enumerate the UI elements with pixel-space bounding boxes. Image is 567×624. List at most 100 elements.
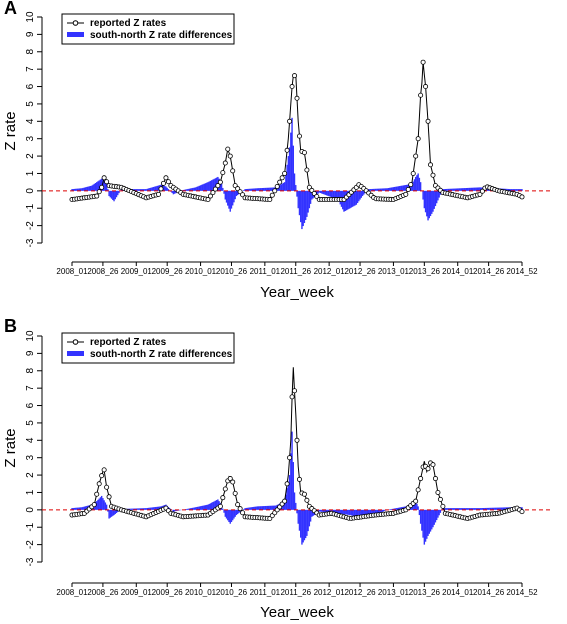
x-tick-label: 2013_01 — [378, 588, 410, 597]
difference-bar — [194, 187, 197, 191]
reported-z-point — [272, 188, 278, 194]
difference-bar — [497, 507, 500, 510]
difference-bar — [506, 188, 508, 191]
difference-bar — [463, 188, 465, 191]
difference-bar — [298, 509, 301, 531]
difference-bar — [348, 509, 350, 515]
difference-bar — [457, 188, 459, 191]
difference-bar — [453, 508, 455, 510]
difference-bar — [465, 188, 468, 191]
difference-bar — [318, 190, 320, 193]
difference-bar — [281, 183, 283, 191]
legend-bar-swatch — [67, 351, 84, 356]
reported-z-point — [212, 186, 218, 192]
difference-bar — [270, 505, 272, 510]
difference-bar — [393, 186, 396, 191]
difference-bar — [324, 190, 327, 195]
difference-bar — [155, 186, 157, 191]
reported-z-point — [519, 509, 525, 515]
difference-bar — [98, 498, 100, 510]
difference-bar — [107, 189, 109, 191]
difference-bar — [140, 189, 142, 191]
difference-bar — [329, 190, 332, 197]
difference-bar — [412, 503, 414, 510]
legend-entry-reported: reported Z rates — [90, 18, 167, 29]
difference-bar — [490, 507, 492, 510]
y-tick-label: -2 — [25, 221, 36, 230]
difference-bar — [382, 188, 385, 191]
difference-bar — [208, 181, 210, 191]
difference-bar — [171, 509, 173, 511]
difference-bar — [282, 182, 285, 191]
difference-bar — [307, 509, 309, 532]
difference-bar — [189, 508, 192, 510]
difference-bar — [475, 187, 477, 191]
difference-bar — [193, 187, 196, 191]
difference-bar — [245, 507, 248, 510]
difference-bar — [113, 190, 115, 202]
difference-bar — [376, 509, 379, 515]
difference-bar — [162, 185, 165, 191]
x-tick-label: 2012_01 — [314, 267, 346, 276]
difference-bar — [143, 189, 145, 191]
panel-label: A — [4, 0, 17, 18]
difference-bar — [213, 178, 215, 191]
difference-bar — [255, 188, 257, 191]
difference-bar — [192, 507, 194, 510]
difference-bar — [453, 188, 455, 191]
difference-bar — [135, 189, 137, 191]
difference-bar — [234, 509, 236, 517]
reported-z-point — [205, 197, 211, 203]
difference-bar — [458, 188, 460, 191]
difference-bar — [222, 508, 224, 510]
difference-bar — [306, 509, 308, 536]
difference-bar — [403, 185, 406, 191]
difference-bar — [72, 188, 74, 191]
difference-bar — [250, 188, 252, 191]
x-tick-label: 2012_01 — [314, 588, 346, 597]
difference-bar — [259, 188, 261, 191]
difference-bar — [361, 509, 364, 519]
difference-bar — [427, 509, 429, 536]
difference-bar — [293, 173, 296, 191]
difference-bar — [251, 188, 254, 191]
difference-bar — [379, 509, 381, 513]
difference-bar — [381, 188, 384, 191]
difference-bar — [143, 508, 145, 510]
difference-bar — [303, 190, 306, 224]
y-tick-label: 1 — [25, 170, 36, 176]
difference-bar — [515, 189, 517, 191]
difference-bar — [328, 190, 330, 197]
difference-bar — [210, 180, 213, 191]
difference-bar — [198, 185, 201, 191]
difference-bar — [290, 453, 292, 510]
difference-bar — [172, 509, 175, 512]
difference-bar — [471, 508, 474, 510]
x-tick-label: 2011_26 — [280, 267, 311, 276]
difference-bar — [358, 190, 360, 202]
reported-z-point — [437, 496, 443, 502]
difference-bar — [84, 506, 87, 510]
difference-bar — [486, 507, 489, 510]
legend-entry-reported: reported Z rates — [90, 337, 167, 348]
difference-bar — [245, 189, 248, 191]
difference-bar — [114, 190, 116, 200]
reported-z-point — [104, 179, 110, 185]
difference-bar — [238, 509, 240, 514]
difference-bar — [251, 507, 254, 510]
difference-bar — [144, 508, 146, 510]
difference-bar — [197, 506, 199, 510]
difference-bar — [517, 189, 519, 191]
legend-entry-differences: south-north Z rate differences — [90, 30, 233, 41]
difference-bar — [118, 190, 120, 194]
difference-bar — [146, 507, 149, 510]
difference-bar — [115, 509, 118, 514]
difference-bar — [152, 507, 155, 510]
difference-bar — [382, 509, 385, 512]
difference-bar — [130, 508, 133, 510]
difference-bar — [138, 508, 140, 510]
difference-bar — [465, 508, 468, 510]
difference-bar — [457, 508, 459, 510]
difference-bar — [133, 189, 135, 191]
reported-z-point — [294, 95, 300, 101]
